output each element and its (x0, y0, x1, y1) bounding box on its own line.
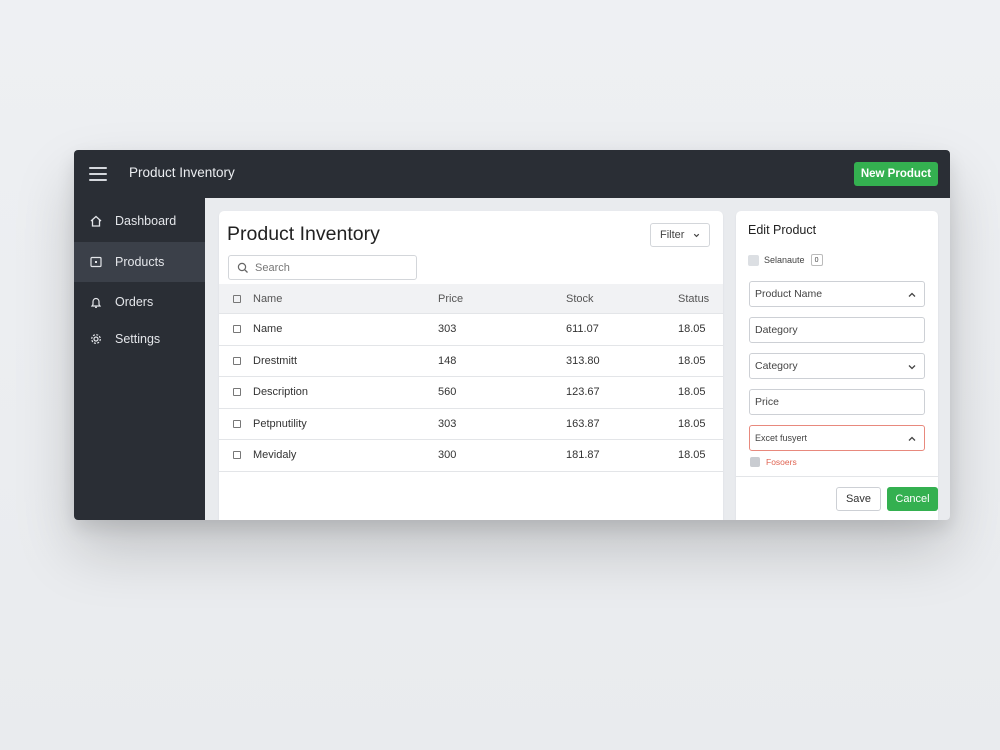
cell-status: 18.05 (678, 449, 706, 462)
row-checkbox-cell[interactable] (233, 314, 241, 345)
cell-status: 18.05 (678, 386, 706, 399)
column-header-name[interactable]: Name (253, 292, 283, 305)
search-input[interactable] (255, 261, 405, 274)
row-checkbox-cell[interactable] (233, 377, 241, 408)
chevron-up-icon (908, 436, 916, 441)
chevron-down-icon (908, 365, 916, 370)
category-select[interactable]: Category (749, 353, 925, 379)
row-checkbox[interactable] (233, 451, 241, 460)
save-button[interactable]: Save (836, 487, 881, 511)
column-header-stock[interactable]: Stock (566, 292, 594, 305)
table-row[interactable]: Mevidaly 300 181.87 18.05 (219, 440, 723, 472)
cell-price: 148 (438, 354, 457, 367)
field-value: Dategory (755, 324, 798, 336)
cell-name: Mevidaly (253, 449, 297, 462)
product-name-select[interactable]: Product Name (749, 281, 925, 307)
page-title: Product Inventory (227, 223, 380, 245)
field-value: Category (755, 360, 798, 372)
cell-name: Description (253, 386, 309, 399)
filter-label: Filter (660, 229, 685, 241)
sidebar-item-label: Settings (115, 332, 161, 346)
cancel-button[interactable]: Cancel (887, 487, 938, 511)
cell-price: 303 (438, 417, 457, 430)
row-checkbox[interactable] (233, 419, 241, 428)
product-list-panel: Product Inventory Filter Name Price Stoc… (219, 211, 723, 520)
sidebar-item-label: Orders (115, 295, 154, 309)
error-checkbox[interactable] (750, 457, 760, 467)
edit-panel-title: Edit Product (748, 223, 817, 237)
price-input[interactable]: Price (749, 389, 925, 415)
search-field[interactable] (228, 255, 417, 280)
table-row[interactable]: Name 303 611.07 18.05 (219, 314, 723, 346)
sidebar-item-products[interactable]: Products (74, 242, 205, 282)
cell-stock: 181.87 (566, 449, 600, 462)
app-title: Product Inventory (129, 165, 235, 180)
cell-price: 560 (438, 386, 457, 399)
app-window: Product Inventory New Product Dashboard … (74, 150, 950, 520)
edit-product-panel: Edit Product Selanaute 0 Product Name Da… (736, 211, 938, 520)
field-value: Excet fusyert (755, 433, 808, 443)
error-select[interactable]: Excet fusyert (749, 425, 925, 451)
home-icon (89, 214, 103, 228)
filter-dropdown[interactable]: Filter (650, 223, 710, 247)
search-icon (237, 262, 248, 273)
column-header-price[interactable]: Price (438, 292, 464, 305)
table-header: Name Price Stock Status (219, 284, 723, 314)
chevron-down-icon (693, 233, 700, 238)
hamburger-menu-icon[interactable] (89, 167, 107, 181)
dategory-input[interactable]: Dategory (749, 317, 925, 343)
box-icon (89, 255, 103, 269)
cell-stock: 123.67 (566, 386, 600, 399)
table-row[interactable]: Description 560 123.67 18.05 (219, 377, 723, 409)
select-checkbox[interactable] (748, 254, 759, 266)
gear-icon (89, 332, 103, 346)
bell-icon (89, 295, 103, 309)
sidebar-item-dashboard[interactable]: Dashboard (74, 201, 205, 241)
sidebar: Dashboard Products Orders Settings (74, 198, 205, 520)
select-toggle-row[interactable]: Selanaute 0 (748, 254, 823, 266)
sidebar-item-orders[interactable]: Orders (74, 282, 205, 322)
table-row[interactable]: Petpnutility 303 163.87 18.05 (219, 408, 723, 440)
sidebar-item-label: Products (115, 255, 165, 269)
table-row[interactable]: Drestmitt 148 313.80 18.05 (219, 345, 723, 377)
cell-stock: 163.87 (566, 417, 600, 430)
cell-price: 303 (438, 323, 457, 336)
edit-panel-footer: Save Cancel (736, 476, 938, 520)
cell-price: 300 (438, 449, 457, 462)
select-label: Selanaute (764, 255, 805, 265)
cell-status: 18.05 (678, 354, 706, 367)
cell-name: Name (253, 323, 283, 336)
row-checkbox-cell[interactable] (233, 346, 241, 377)
cell-status: 18.05 (678, 417, 706, 430)
cell-status: 18.05 (678, 323, 706, 336)
cell-name: Drestmitt (253, 354, 297, 367)
select-count-badge: 0 (810, 254, 823, 266)
row-checkbox[interactable] (233, 325, 241, 334)
field-value: Price (755, 396, 779, 408)
field-value: Product Name (755, 288, 823, 300)
row-checkbox-cell[interactable] (233, 409, 241, 440)
column-header-status[interactable]: Status (678, 292, 710, 305)
row-checkbox-cell[interactable] (233, 440, 241, 471)
cell-name: Petpnutility (253, 417, 307, 430)
row-checkbox[interactable] (233, 356, 241, 365)
chevron-up-icon (908, 292, 916, 297)
new-product-button[interactable]: New Product (854, 162, 938, 186)
top-bar: Product Inventory New Product (74, 150, 950, 198)
cell-stock: 313.80 (566, 354, 600, 367)
select-all-checkbox-cell[interactable] (233, 284, 241, 313)
row-checkbox[interactable] (233, 388, 241, 397)
error-message-row: Fosoers (750, 457, 797, 467)
select-all-checkbox[interactable] (233, 294, 241, 303)
sidebar-item-label: Dashboard (115, 214, 177, 228)
cell-stock: 611.07 (566, 323, 599, 336)
sidebar-item-settings[interactable]: Settings (74, 319, 205, 359)
error-message: Fosoers (766, 457, 797, 467)
